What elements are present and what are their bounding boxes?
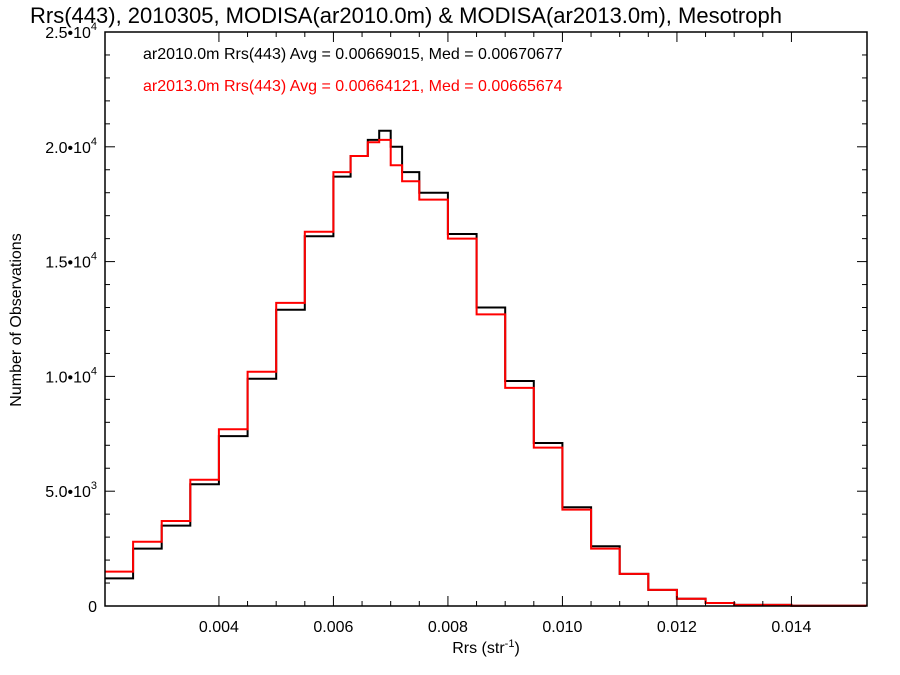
x-axis-label: Rrs (str-1) <box>452 638 520 657</box>
x-tick-label: 0.012 <box>657 619 697 636</box>
plot-frame <box>104 31 868 607</box>
y-tick-label: 1.0•104 <box>45 365 97 386</box>
axis-ticks <box>105 31 867 607</box>
y-tick-label: 1.5•104 <box>45 251 97 272</box>
series-lines <box>105 129 867 607</box>
y-tick-label: 0 <box>88 599 97 616</box>
legend-entry-ar2013: ar2013.0m Rrs(443) Avg = 0.00664121, Med… <box>143 78 563 95</box>
y-tick-label: 2.0•104 <box>45 136 97 157</box>
x-tick-label: 0.008 <box>428 619 468 636</box>
x-tick-labels: 0.004 0.006 0.008 0.010 0.012 0.014 <box>199 619 812 636</box>
x-tick-label: 0.004 <box>199 619 239 636</box>
series-line-ar2010 <box>105 129 867 607</box>
legend-entry-ar2010: ar2010.0m Rrs(443) Avg = 0.00669015, Med… <box>143 46 563 63</box>
x-tick-label: 0.010 <box>542 619 582 636</box>
y-tick-labels: 0 5.0•103 1.0•104 1.5•104 2.0•104 2.5•104 <box>45 21 97 616</box>
y-tick-label: 5.0•103 <box>45 480 97 501</box>
series-line-ar2013 <box>105 138 867 607</box>
chart-title: Rrs(443), 2010305, MODISA(ar2010.0m) & M… <box>30 3 782 28</box>
x-tick-label: 0.006 <box>313 619 353 636</box>
y-tick-label: 2.5•104 <box>45 21 97 42</box>
y-axis-label: Number of Observations <box>8 233 25 406</box>
x-tick-label: 0.014 <box>771 619 811 636</box>
